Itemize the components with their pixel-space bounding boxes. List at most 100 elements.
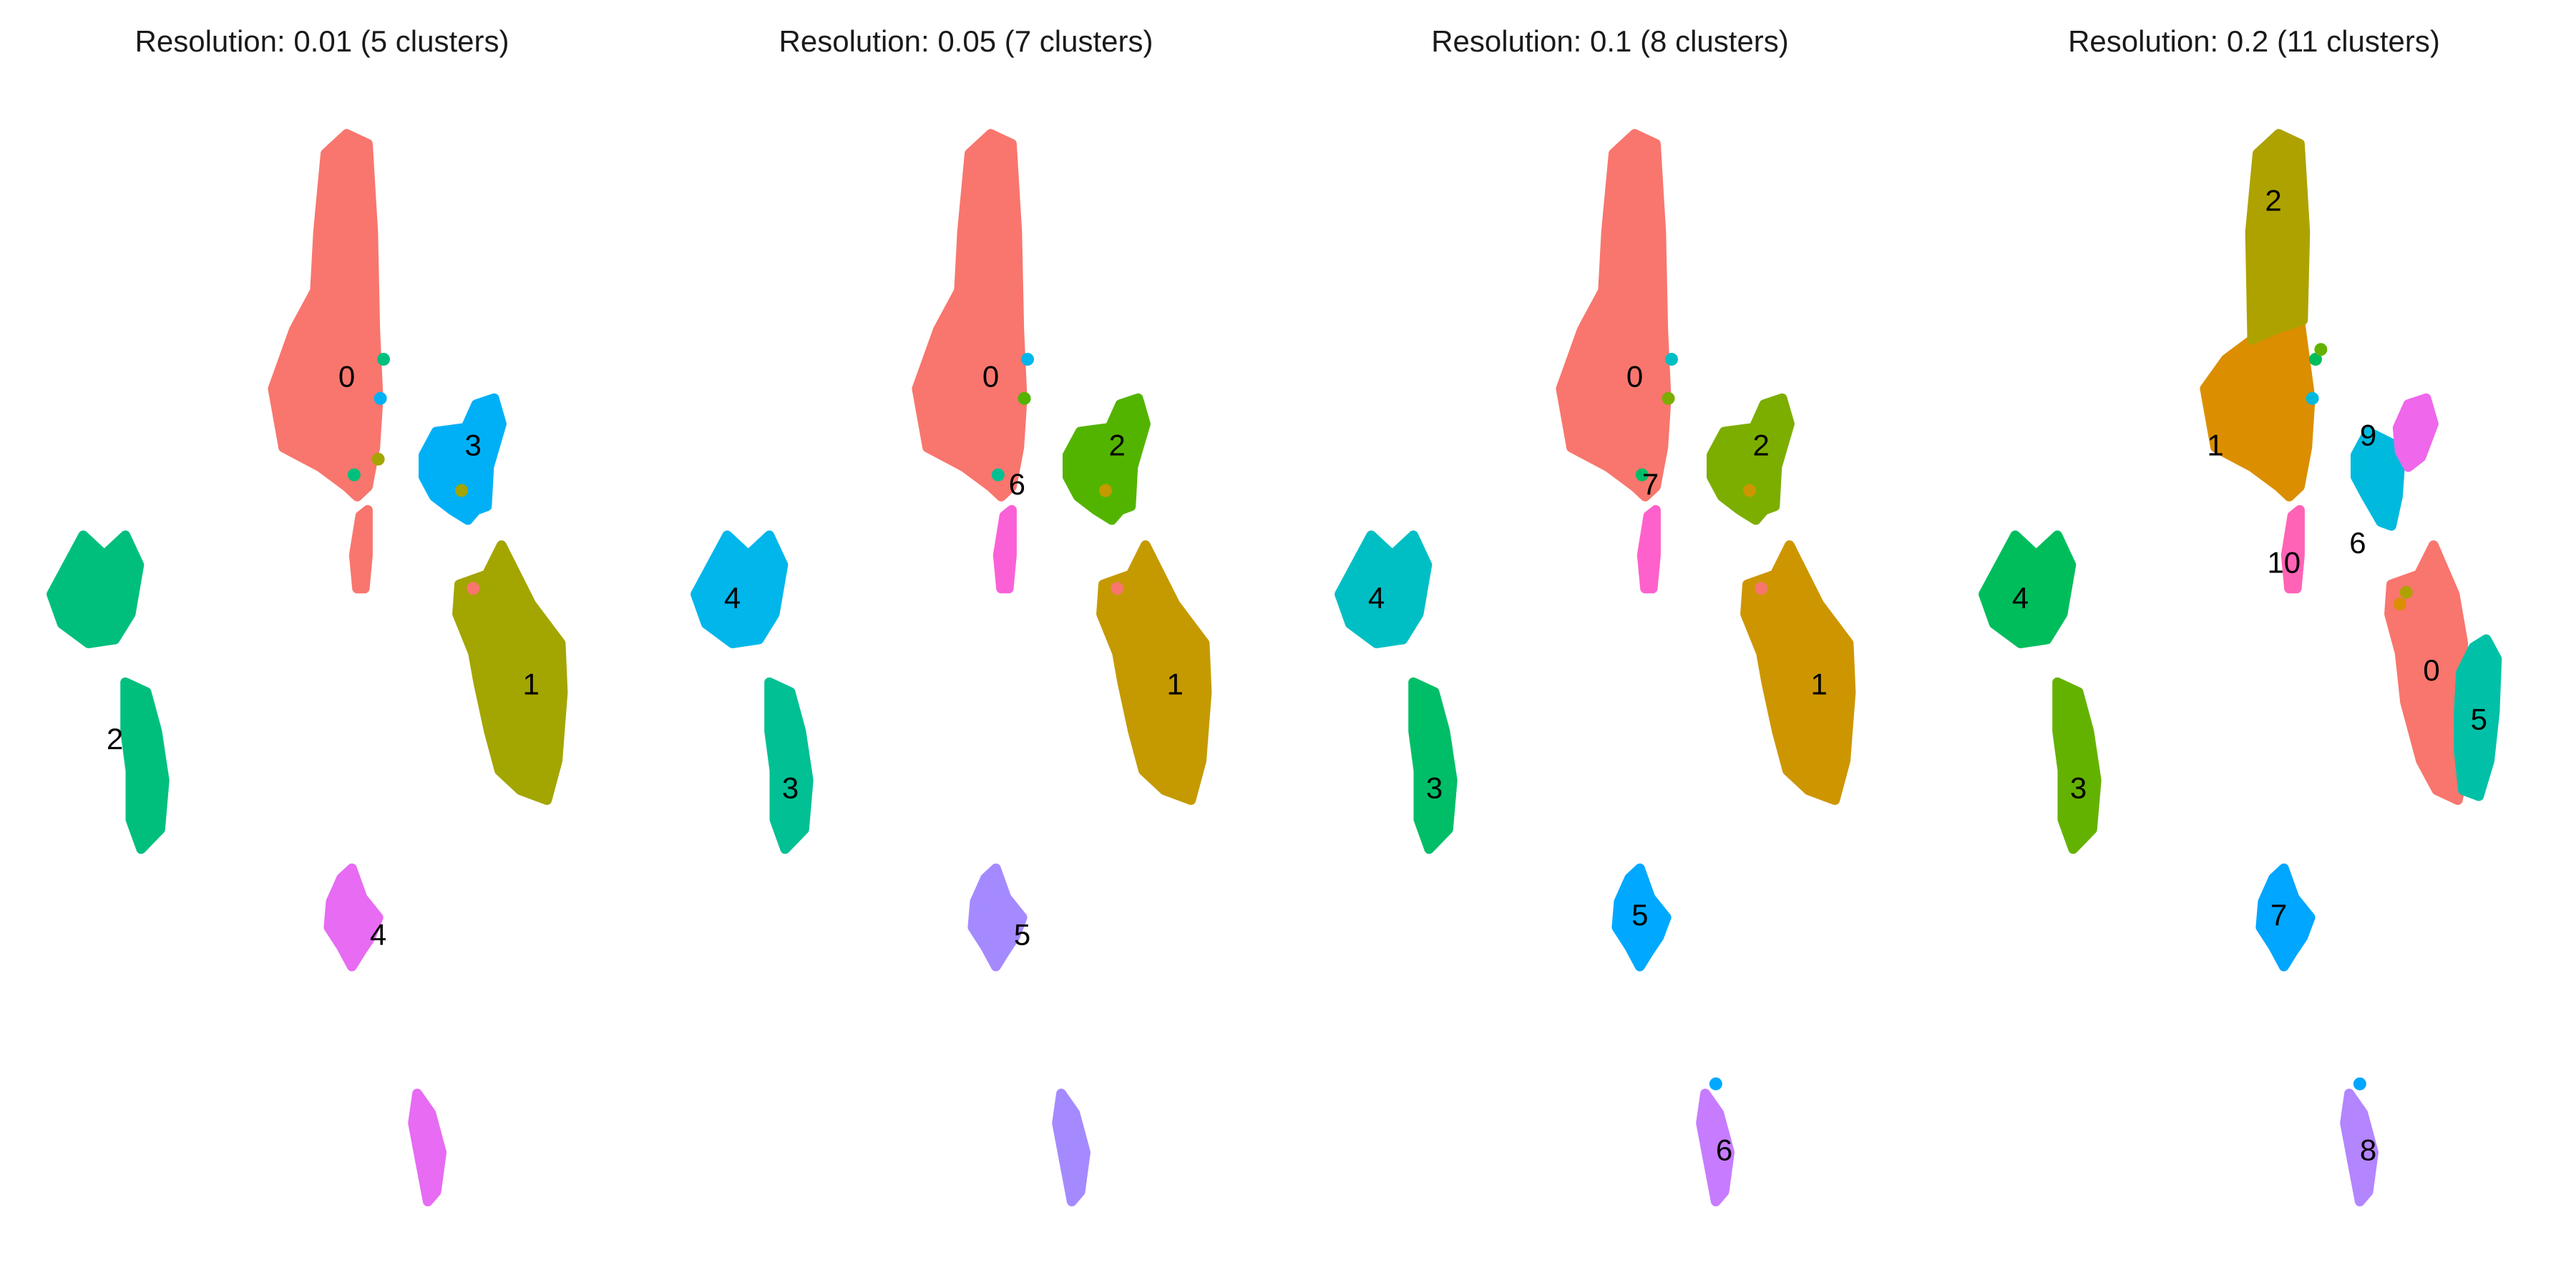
- cell-point: [316, 428, 326, 439]
- cell-point: [1175, 693, 1186, 703]
- cell-point: [1166, 725, 1177, 736]
- cell-point: [497, 621, 508, 632]
- cell-point: [298, 387, 308, 398]
- cell-point: [2453, 618, 2464, 629]
- cell-point: [1006, 152, 1017, 163]
- cell-point: [1747, 454, 1757, 464]
- cell-point: [1712, 1116, 1723, 1127]
- cell-point: [995, 220, 1006, 230]
- cell-point: [1177, 670, 1188, 680]
- cell-point: [1814, 703, 1825, 713]
- cell-point: [1787, 617, 1798, 628]
- cell-point: [449, 449, 460, 459]
- cell-point: [1340, 601, 1350, 612]
- cell-point: [2431, 552, 2441, 562]
- cell-point: [1622, 354, 1633, 365]
- cell-point: [1131, 732, 1141, 743]
- cell-point: [63, 610, 74, 621]
- cell-point: [1619, 311, 1630, 322]
- cell-point: [1009, 902, 1020, 913]
- cell-point: [2414, 444, 2425, 454]
- cell-point: [1767, 695, 1778, 706]
- cell-point: [1566, 374, 1576, 384]
- cell-point: [1371, 555, 1382, 565]
- cell-point: [2419, 646, 2430, 657]
- cell-point: [2482, 720, 2492, 731]
- cell-point: [975, 272, 986, 283]
- cell-point: [1777, 733, 1788, 743]
- cell-point: [2269, 205, 2280, 216]
- cell-point: [516, 701, 527, 711]
- cell-point: [1793, 731, 1804, 741]
- cell-point: [2270, 915, 2281, 926]
- cell-point: [2386, 580, 2397, 591]
- cell-point: [348, 912, 358, 923]
- cell-point: [1108, 456, 1118, 467]
- cell-point: [771, 738, 782, 748]
- cell-point: [414, 1095, 425, 1106]
- cell-point: [2423, 756, 2434, 767]
- cell-point: [1995, 613, 2006, 624]
- cell-point: [1619, 273, 1629, 283]
- cell-point: [1822, 735, 1833, 745]
- cell-point: [2294, 507, 2305, 517]
- cell-point: [709, 563, 720, 574]
- cell-point: [1423, 736, 1434, 747]
- cell-point: [2071, 728, 2082, 739]
- cell-point: [1654, 382, 1664, 393]
- cell-point: [103, 588, 114, 599]
- cell-point: [2419, 396, 2430, 406]
- cell-point: [1181, 738, 1191, 748]
- cell-point: [1192, 649, 1203, 660]
- cell-point: [2476, 686, 2487, 697]
- cell-point: [2457, 720, 2468, 731]
- stray-cell-point: [1018, 391, 1031, 405]
- cell-point: [2439, 570, 2449, 580]
- cell-point: [358, 336, 369, 347]
- cell-point: [2049, 570, 2059, 581]
- cell-point: [1784, 550, 1795, 560]
- cell-point: [762, 620, 773, 630]
- cell-point: [327, 353, 338, 364]
- cell-point: [966, 211, 976, 222]
- umap-plot: 0 2 4 3 1 5 6 7: [1335, 129, 1856, 1206]
- cell-point: [1646, 432, 1657, 443]
- cell-point: [2467, 779, 2478, 790]
- cell-point: [117, 614, 128, 625]
- stray-cell-point: [1635, 468, 1649, 482]
- cell-point: [718, 556, 728, 567]
- cell-point: [1785, 650, 1795, 660]
- cell-point: [763, 534, 774, 545]
- cell-point: [333, 379, 344, 389]
- cell-point: [990, 382, 1000, 393]
- cell-point: [528, 660, 538, 670]
- cell-point: [1780, 702, 1791, 713]
- cell-point: [2024, 570, 2034, 581]
- cell-point: [1831, 713, 1842, 724]
- cell-point: [984, 374, 995, 384]
- cell-point: [1986, 601, 1997, 612]
- cell-point: [315, 246, 326, 257]
- cell-point: [364, 409, 375, 420]
- cell-point: [1198, 724, 1209, 735]
- cell-point: [1827, 630, 1837, 641]
- cell-point: [1780, 602, 1790, 613]
- cell-point: [2282, 145, 2293, 156]
- cell-point: [1742, 426, 1753, 436]
- cell-point: [1175, 683, 1186, 694]
- cell-point: [2011, 570, 2022, 580]
- cell-point: [1426, 769, 1437, 779]
- cell-point: [2034, 602, 2045, 613]
- cell-point: [1146, 721, 1157, 731]
- cell-point: [1614, 395, 1624, 406]
- cell-point: [762, 577, 773, 588]
- cell-point: [2244, 358, 2255, 368]
- stray-cell-point: [2306, 391, 2319, 405]
- cell-point: [990, 429, 1000, 439]
- cell-point: [1186, 757, 1196, 768]
- cell-point: [2271, 134, 2282, 144]
- cell-point: [87, 625, 98, 635]
- cell-point: [1013, 283, 1023, 294]
- cell-point: [519, 631, 530, 642]
- cell-point: [364, 358, 374, 369]
